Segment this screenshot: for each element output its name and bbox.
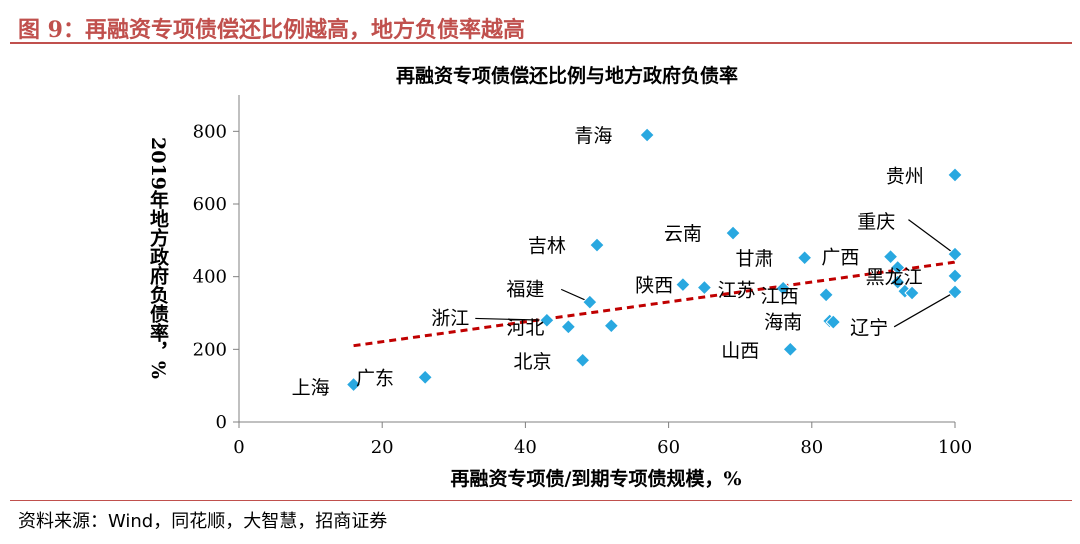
y-tick-label: 600 <box>193 194 227 215</box>
trend-line <box>353 260 956 348</box>
point-label: 吉林 <box>528 235 566 257</box>
leader-line <box>908 219 956 255</box>
point-label: 贵州 <box>886 166 924 188</box>
data-point <box>947 284 963 300</box>
source-note: 资料来源：Wind，同花顺，大智慧，招商证券 <box>18 511 388 532</box>
trendline <box>353 260 956 348</box>
data-point <box>775 280 791 297</box>
x-tick-label: 60 <box>657 437 680 458</box>
data-point <box>947 167 963 183</box>
data-point <box>603 318 620 334</box>
point-label: 甘肃 <box>736 248 774 270</box>
axes: 0 200 400 600 800 0 20 40 60 80 100 <box>193 95 972 458</box>
x-tick-label: 0 <box>233 437 244 458</box>
y-tick-label: 800 <box>193 121 227 142</box>
figure-footer: 资料来源：Wind，同花顺，大智慧，招商证券 <box>10 500 1072 532</box>
data-point <box>560 319 577 335</box>
data-point <box>796 250 813 266</box>
point-label: 黑龙江 <box>866 267 923 289</box>
point-label: 浙江 <box>431 308 469 330</box>
point-label: 江苏 <box>718 279 756 301</box>
point-label: 北京 <box>514 351 552 373</box>
point-label: 上海 <box>292 377 330 399</box>
y-tick-label: 200 <box>193 339 227 360</box>
point-label: 江西 <box>761 286 799 308</box>
data-point <box>725 225 741 241</box>
data-point <box>782 341 799 358</box>
data-point <box>417 369 433 386</box>
y-tick-label: 0 <box>216 412 227 433</box>
x-tick-label: 100 <box>938 437 972 458</box>
point-label: 海南 <box>764 312 802 334</box>
x-tick-label: 80 <box>800 437 823 458</box>
data-point <box>825 314 841 330</box>
data-point <box>947 268 963 284</box>
leader-line <box>893 291 956 328</box>
figure-title: 图 9：再融资专项债偿还比例越高，地方负债率越高 <box>18 17 525 43</box>
data-point <box>574 352 591 368</box>
data-point <box>582 294 598 310</box>
data-point <box>904 285 920 301</box>
data-points <box>345 127 963 393</box>
figure-header: 图 9：再融资专项债偿还比例越高，地方负债率越高 <box>10 8 1072 44</box>
data-point <box>882 248 899 265</box>
data-point <box>345 376 362 393</box>
data-point <box>639 127 655 143</box>
data-point <box>818 287 834 303</box>
data-point <box>890 274 906 290</box>
scatter-chart: 再融资专项债偿还比例与地方政府负债率 0 200 400 600 800 0 20 40 60 8… <box>147 64 972 490</box>
data-point <box>675 276 691 293</box>
point-label: 广西 <box>821 247 859 269</box>
point-label: 辽宁 <box>850 317 888 339</box>
point-label: 青海 <box>574 125 612 147</box>
point-label: 河北 <box>506 317 544 339</box>
point-label: 重庆 <box>857 211 895 233</box>
y-tick-label: 400 <box>193 267 227 288</box>
point-label: 陕西 <box>635 275 673 297</box>
point-label: 广东 <box>356 368 394 390</box>
data-point <box>696 279 713 296</box>
y-axis-label: 2019年地方政府负债率，% <box>147 137 169 379</box>
x-tick-label: 40 <box>514 437 537 458</box>
x-tick-label: 20 <box>371 437 394 458</box>
leader-lines <box>475 219 956 328</box>
data-point <box>539 312 555 328</box>
point-label: 云南 <box>664 223 702 245</box>
x-axis-label: 再融资专项债/到期专项债规模，% <box>451 467 742 490</box>
leader-line <box>475 317 547 321</box>
point-label: 山西 <box>721 340 759 362</box>
data-point <box>947 246 963 262</box>
data-point <box>589 237 605 253</box>
chart-title: 再融资专项债偿还比例与地方政府负债率 <box>396 64 738 87</box>
point-label: 福建 <box>506 279 544 301</box>
